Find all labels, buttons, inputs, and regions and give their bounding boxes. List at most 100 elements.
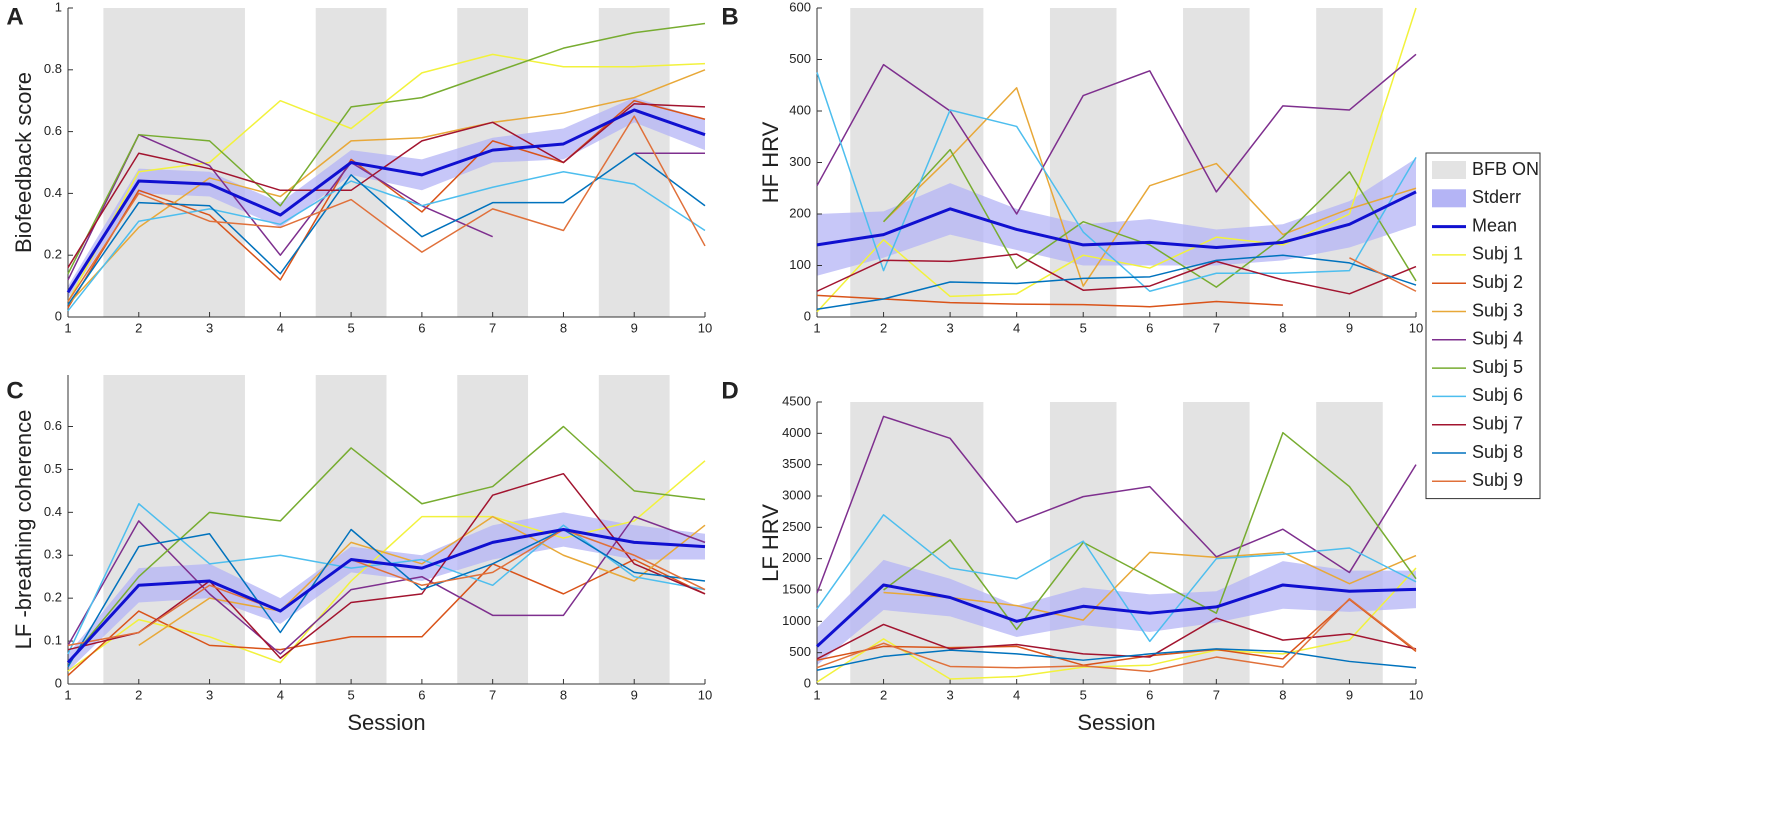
subject-line (138, 515, 706, 646)
panel-letter: A (6, 3, 23, 30)
x-tick-label: 7 (1213, 687, 1220, 702)
y-tick-label: 100 (789, 257, 811, 272)
mean-line (816, 190, 1417, 249)
y-tick-label: 600 (789, 0, 811, 14)
y-tick-label: 0 (804, 308, 811, 323)
y-tick-label: 0.4 (44, 504, 62, 519)
y-tick-label: 0.6 (44, 123, 62, 138)
x-axis-title: Session (1077, 710, 1155, 735)
shaded-span (1316, 8, 1383, 317)
subject-line (67, 425, 706, 664)
legend-label: Mean (1472, 215, 1517, 235)
subject-line (816, 514, 1417, 643)
x-tick-label: 8 (1279, 320, 1286, 335)
legend-label: Subj 4 (1472, 329, 1523, 349)
panel-letter: D (721, 377, 738, 404)
legend-label: BFB ON (1472, 159, 1539, 179)
subject-line (67, 152, 706, 306)
legend-swatch (1432, 189, 1466, 208)
x-tick-label: 7 (489, 687, 496, 702)
mean-line (815, 583, 1417, 648)
legend-label: Subj 2 (1472, 272, 1523, 292)
subject-line (816, 598, 1417, 673)
legend-label: Subj 3 (1472, 300, 1523, 320)
x-tick-label: 5 (347, 320, 354, 335)
x-tick-label: 9 (631, 687, 638, 702)
subject-line (816, 648, 1417, 671)
y-tick-label: 0.5 (44, 461, 62, 476)
subject-line (67, 115, 706, 302)
y-tick-label: 0 (804, 675, 811, 690)
subject-line (1349, 257, 1417, 292)
subject-line (67, 69, 706, 306)
x-tick-label: 8 (560, 320, 567, 335)
y-tick-label: 0.6 (44, 418, 62, 433)
x-tick-label: 1 (64, 320, 71, 335)
x-tick-label: 7 (1213, 320, 1220, 335)
y-tick-label: 1500 (782, 581, 811, 596)
stderr-band (68, 97, 705, 299)
legend-label: Subj 6 (1472, 385, 1523, 405)
y-tick-label: 0 (55, 675, 62, 690)
panel-letter: B (721, 3, 738, 30)
x-tick-label: 2 (880, 320, 887, 335)
x-tick-label: 6 (418, 320, 425, 335)
shaded-span (598, 8, 670, 317)
y-axis-title: HF HRV (758, 121, 783, 203)
subject-line (67, 515, 706, 655)
x-tick-label: 5 (1080, 687, 1087, 702)
mean-line (66, 528, 706, 664)
subject-line (816, 617, 1417, 660)
legend-label: Subj 8 (1472, 442, 1523, 462)
y-tick-label: 0.2 (44, 590, 62, 605)
shaded-span (103, 8, 245, 317)
x-tick-label: 4 (277, 687, 284, 702)
y-tick-label: 1 (55, 0, 62, 14)
legend-label: Subj 9 (1472, 470, 1523, 490)
x-tick-label: 2 (880, 687, 887, 702)
x-tick-label: 3 (946, 320, 953, 335)
shaded-span (1183, 402, 1250, 684)
y-axis-title: LF -breathing coherence (11, 410, 36, 650)
x-tick-label: 9 (631, 320, 638, 335)
y-tick-label: 0.8 (44, 61, 62, 76)
legend-label: Subj 5 (1472, 357, 1523, 377)
x-tick-label: 1 (813, 687, 820, 702)
subject-line (67, 558, 706, 676)
x-tick-label: 10 (698, 687, 712, 702)
subject-line (67, 103, 706, 268)
x-tick-label: 1 (813, 320, 820, 335)
y-tick-label: 4000 (782, 425, 811, 440)
x-tick-label: 10 (698, 320, 712, 335)
subject-line (67, 53, 706, 302)
shaded-span (850, 402, 984, 684)
subject-line (67, 22, 706, 275)
legend-box (1425, 152, 1541, 500)
x-tick-label: 4 (277, 320, 284, 335)
subject-line (816, 598, 1417, 666)
y-axis-title: Biofeedback score (11, 72, 36, 253)
subject-line (67, 472, 706, 659)
y-tick-label: 1000 (782, 613, 811, 628)
x-tick-label: 2 (135, 320, 142, 335)
x-tick-label: 1 (64, 687, 71, 702)
stderr-band (817, 559, 1416, 666)
y-tick-label: 0.4 (44, 185, 62, 200)
panel-letter: C (6, 377, 23, 404)
y-tick-label: 4500 (782, 393, 811, 408)
x-tick-label: 6 (1146, 320, 1153, 335)
x-tick-label: 2 (135, 687, 142, 702)
subject-line (816, 72, 1417, 292)
x-tick-label: 3 (206, 687, 213, 702)
y-tick-label: 500 (789, 644, 811, 659)
y-tick-label: 0.2 (44, 247, 62, 262)
x-tick-label: 8 (1279, 687, 1286, 702)
legend-swatch (1432, 161, 1466, 179)
x-tick-label: 4 (1013, 687, 1020, 702)
y-tick-label: 3500 (782, 456, 811, 471)
shaded-span (1049, 8, 1117, 317)
y-tick-label: 0 (55, 308, 62, 323)
subject-line (816, 294, 1283, 308)
y-tick-label: 0.1 (44, 633, 62, 648)
